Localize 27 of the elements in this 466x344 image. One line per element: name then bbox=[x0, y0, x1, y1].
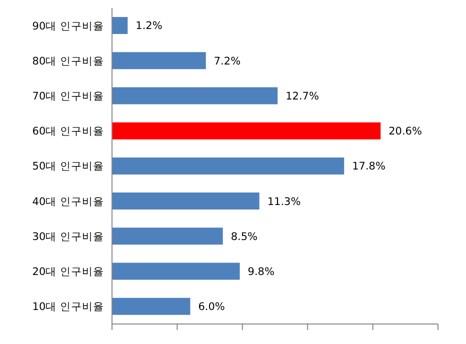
data-label: 6.0% bbox=[198, 301, 225, 314]
y-tick-label: 30대 인구비율 bbox=[32, 230, 104, 243]
data-label: 20.6% bbox=[388, 126, 422, 138]
bar bbox=[112, 122, 381, 140]
data-label: 12.7% bbox=[286, 90, 319, 102]
data-label: 7.2% bbox=[214, 55, 241, 68]
bar bbox=[112, 298, 190, 315]
y-tick-label: 90대 인구비율 bbox=[32, 20, 104, 32]
bar bbox=[112, 262, 240, 280]
bar bbox=[112, 157, 344, 174]
data-label: 1.2% bbox=[136, 20, 162, 32]
y-tick-label: 80대 인구비율 bbox=[32, 55, 104, 68]
y-tick-label: 10대 인구비율 bbox=[32, 301, 104, 314]
bar bbox=[112, 228, 223, 245]
y-tick-label: 40대 인구비율 bbox=[32, 196, 104, 208]
bar bbox=[112, 192, 260, 210]
y-tick-label: 50대 인구비율 bbox=[32, 160, 104, 173]
data-label: 11.3% bbox=[267, 196, 301, 208]
data-label: 17.8% bbox=[352, 160, 386, 173]
y-tick-label: 60대 인구비율 bbox=[32, 126, 104, 138]
bar bbox=[112, 17, 128, 34]
data-label: 8.5% bbox=[230, 230, 258, 243]
y-tick-label: 20대 인구비율 bbox=[32, 266, 104, 278]
bar bbox=[112, 87, 278, 104]
data-label: 9.8% bbox=[248, 266, 274, 278]
bar bbox=[112, 52, 206, 70]
y-tick-label: 70대 인구비율 bbox=[32, 90, 104, 103]
